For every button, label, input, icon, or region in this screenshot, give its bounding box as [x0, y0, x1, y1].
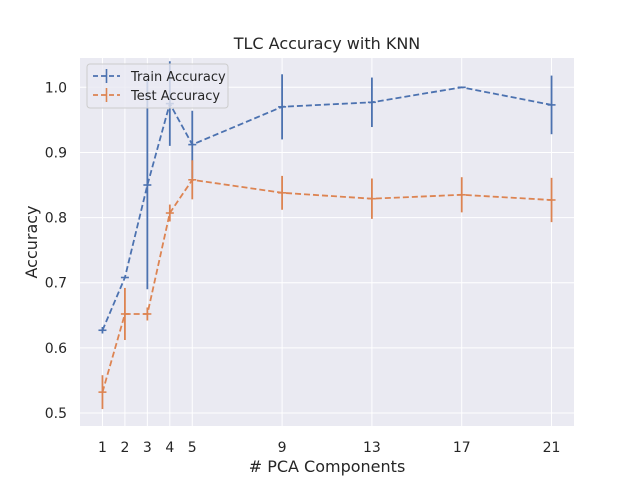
x-tick-label: 1: [98, 440, 107, 456]
plot-background: [80, 58, 574, 426]
x-axis-label: # PCA Components: [249, 457, 406, 476]
series-group: [98, 61, 556, 410]
y-axis-label: Accuracy: [22, 205, 41, 278]
y-tick-label: 0.5: [45, 406, 67, 422]
tick-labels: 1 2 3 4 5 9 13 17 21 0.5 0.6 0.7 0.8 0.9 1.0: [45, 80, 561, 456]
legend: Train Accuracy Test Accuracy: [86, 63, 229, 109]
x-tick-label: 2: [120, 440, 129, 456]
legend-label-test-accuracy: Test Accuracy: [130, 89, 220, 104]
y-tick-label: 0.9: [45, 145, 67, 161]
x-tick-label: 5: [188, 440, 197, 456]
legend-label-train-accuracy: Train Accuracy: [130, 70, 226, 85]
y-tick-label: 0.7: [45, 276, 67, 292]
legend-box: [86, 63, 229, 109]
x-tick-label: 9: [278, 440, 287, 456]
y-tick-label: 0.8: [45, 211, 67, 227]
x-tick-label: 21: [543, 440, 561, 456]
x-tick-label: 4: [165, 440, 174, 456]
x-tick-label: 3: [143, 440, 152, 456]
chart-title: TLC Accuracy with KNN: [233, 34, 421, 53]
y-tick-label: 1.0: [45, 80, 67, 96]
x-tick-label: 17: [453, 440, 471, 456]
x-tick-label: 13: [363, 440, 381, 456]
y-tick-label: 0.6: [45, 341, 67, 357]
